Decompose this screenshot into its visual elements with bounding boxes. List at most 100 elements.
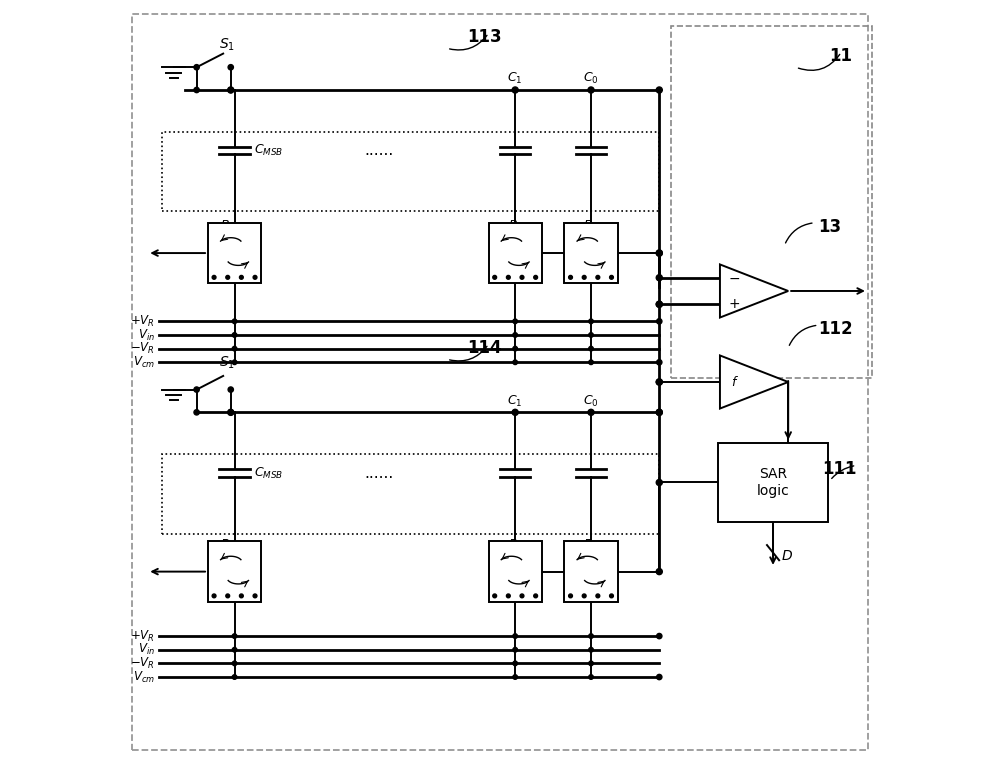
Circle shape bbox=[493, 594, 497, 597]
Text: $C_1$: $C_1$ bbox=[507, 71, 523, 86]
Circle shape bbox=[506, 276, 510, 279]
Circle shape bbox=[610, 276, 613, 279]
Circle shape bbox=[212, 276, 216, 279]
Circle shape bbox=[656, 379, 662, 385]
Bar bbox=[208, 541, 261, 602]
Circle shape bbox=[513, 360, 517, 364]
Circle shape bbox=[232, 360, 237, 364]
Circle shape bbox=[232, 634, 237, 639]
Circle shape bbox=[232, 675, 237, 679]
Bar bbox=[564, 541, 618, 602]
Circle shape bbox=[657, 633, 662, 639]
Text: $-V_R$: $-V_R$ bbox=[130, 341, 155, 356]
Text: $f$: $f$ bbox=[731, 375, 739, 389]
Text: $C_1$: $C_1$ bbox=[507, 393, 523, 409]
Circle shape bbox=[569, 276, 572, 279]
Bar bbox=[564, 223, 618, 283]
Circle shape bbox=[657, 360, 662, 365]
Circle shape bbox=[656, 410, 662, 416]
Text: $B_1$: $B_1$ bbox=[508, 538, 523, 552]
Circle shape bbox=[226, 276, 230, 279]
Circle shape bbox=[232, 346, 237, 351]
Circle shape bbox=[253, 276, 257, 279]
Text: $C_{MSB}$: $C_{MSB}$ bbox=[254, 465, 283, 481]
Circle shape bbox=[589, 661, 593, 665]
Polygon shape bbox=[720, 355, 788, 409]
Text: $S_1$: $S_1$ bbox=[219, 354, 235, 371]
Text: SAR
logic: SAR logic bbox=[757, 468, 789, 497]
Circle shape bbox=[656, 301, 662, 307]
Bar bbox=[489, 223, 542, 283]
Circle shape bbox=[513, 647, 517, 652]
Circle shape bbox=[588, 410, 594, 416]
Circle shape bbox=[520, 594, 524, 597]
Circle shape bbox=[228, 87, 233, 92]
Circle shape bbox=[228, 387, 233, 392]
Circle shape bbox=[194, 387, 199, 392]
Circle shape bbox=[226, 594, 230, 597]
Circle shape bbox=[582, 276, 586, 279]
Circle shape bbox=[513, 661, 517, 665]
Circle shape bbox=[534, 594, 538, 597]
Bar bbox=[489, 541, 542, 602]
Circle shape bbox=[513, 634, 517, 639]
Circle shape bbox=[228, 410, 233, 415]
Circle shape bbox=[656, 275, 662, 280]
Circle shape bbox=[194, 65, 199, 70]
Text: $C_0$: $C_0$ bbox=[583, 393, 599, 409]
Circle shape bbox=[596, 276, 600, 279]
Text: $V_{in}$: $V_{in}$ bbox=[138, 328, 155, 342]
Circle shape bbox=[239, 594, 243, 597]
Circle shape bbox=[656, 480, 662, 486]
Circle shape bbox=[656, 250, 662, 256]
Circle shape bbox=[513, 319, 517, 324]
Circle shape bbox=[589, 332, 593, 337]
Circle shape bbox=[212, 594, 216, 597]
Circle shape bbox=[589, 346, 593, 351]
Text: ......: ...... bbox=[364, 143, 393, 158]
Text: $-$: $-$ bbox=[728, 270, 740, 285]
Circle shape bbox=[194, 87, 199, 92]
Circle shape bbox=[506, 594, 510, 597]
Circle shape bbox=[228, 410, 234, 416]
Text: $B_0$: $B_0$ bbox=[583, 538, 599, 552]
Text: $C_{MSB}$: $C_{MSB}$ bbox=[254, 143, 283, 158]
Text: $B_{MSB}$: $B_{MSB}$ bbox=[220, 538, 249, 552]
Circle shape bbox=[582, 594, 586, 597]
Circle shape bbox=[512, 410, 518, 416]
Text: $B_0$: $B_0$ bbox=[583, 219, 599, 234]
Circle shape bbox=[228, 65, 233, 70]
Text: 13: 13 bbox=[819, 218, 842, 235]
Circle shape bbox=[656, 410, 662, 416]
Circle shape bbox=[589, 634, 593, 639]
Text: 111: 111 bbox=[822, 460, 856, 478]
Circle shape bbox=[657, 675, 662, 680]
Text: $+V_R$: $+V_R$ bbox=[130, 314, 155, 329]
Text: $+$: $+$ bbox=[728, 297, 740, 311]
Bar bbox=[671, 25, 872, 378]
Circle shape bbox=[656, 87, 662, 93]
Circle shape bbox=[239, 276, 243, 279]
Text: 11: 11 bbox=[830, 47, 853, 65]
Circle shape bbox=[569, 594, 572, 597]
Circle shape bbox=[232, 319, 237, 324]
Circle shape bbox=[589, 647, 593, 652]
Circle shape bbox=[513, 346, 517, 351]
Bar bbox=[162, 454, 659, 534]
Circle shape bbox=[589, 675, 593, 679]
Circle shape bbox=[596, 594, 600, 597]
Circle shape bbox=[512, 87, 518, 93]
Circle shape bbox=[228, 87, 234, 93]
Text: $B_1$: $B_1$ bbox=[508, 219, 523, 234]
Bar bbox=[162, 131, 659, 212]
Text: $B_{MSB}$: $B_{MSB}$ bbox=[220, 219, 249, 234]
Circle shape bbox=[194, 410, 199, 415]
Text: $V_{in}$: $V_{in}$ bbox=[138, 643, 155, 657]
Text: 112: 112 bbox=[819, 320, 853, 338]
Text: 114: 114 bbox=[468, 339, 502, 357]
Polygon shape bbox=[720, 264, 788, 318]
Bar bbox=[208, 223, 261, 283]
Circle shape bbox=[588, 87, 594, 93]
Circle shape bbox=[253, 594, 257, 597]
Circle shape bbox=[656, 379, 662, 385]
